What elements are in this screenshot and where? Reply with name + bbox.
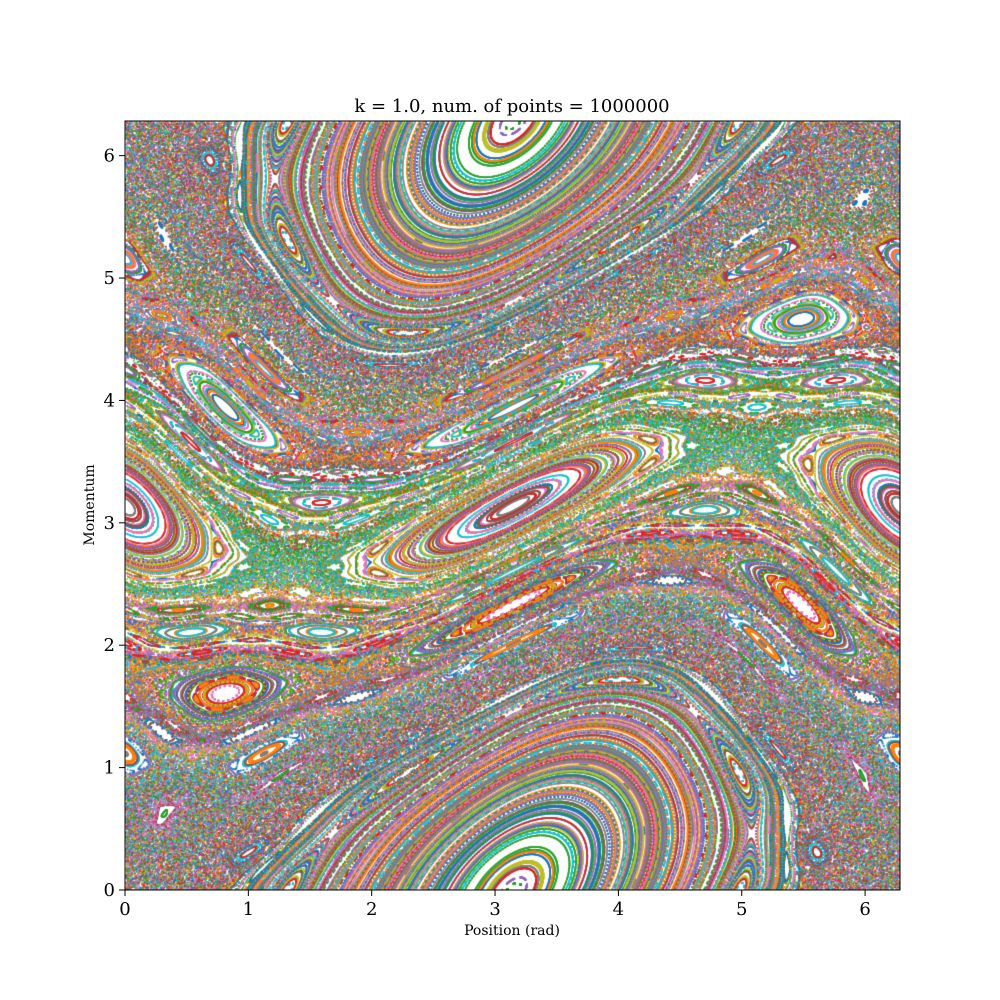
- y-tick-label: 0: [104, 880, 115, 901]
- x-tick-label: 2: [366, 899, 377, 920]
- y-tick-label: 4: [104, 390, 115, 411]
- x-tick-label: 4: [613, 899, 624, 920]
- x-tick-label: 1: [243, 899, 254, 920]
- y-tick-label: 1: [104, 758, 115, 779]
- x-axis-label: Position (rad): [464, 923, 560, 939]
- points-canvas-holder: [125, 121, 900, 890]
- x-tick-label: 3: [489, 899, 500, 920]
- y-tick-label: 5: [104, 268, 115, 289]
- y-tick-label: 6: [104, 146, 115, 167]
- chart-title: k = 1.0, num. of points = 1000000: [354, 96, 669, 117]
- x-tick-label: 0: [119, 899, 130, 920]
- points-canvas: [125, 121, 900, 890]
- scatter-points: [125, 121, 900, 890]
- plot-area: [124, 120, 901, 891]
- x-tick-label: 5: [736, 899, 747, 920]
- x-tick-label: 6: [859, 899, 870, 920]
- y-axis: 0 1 2 3 4 5 6: [104, 146, 125, 901]
- plot-frame: [124, 120, 901, 891]
- y-tick-label: 3: [104, 513, 115, 534]
- y-axis-label: Momentum: [82, 464, 98, 545]
- x-axis: 0 1 2 3 4 5 6: [119, 890, 871, 920]
- y-tick-label: 2: [104, 635, 115, 656]
